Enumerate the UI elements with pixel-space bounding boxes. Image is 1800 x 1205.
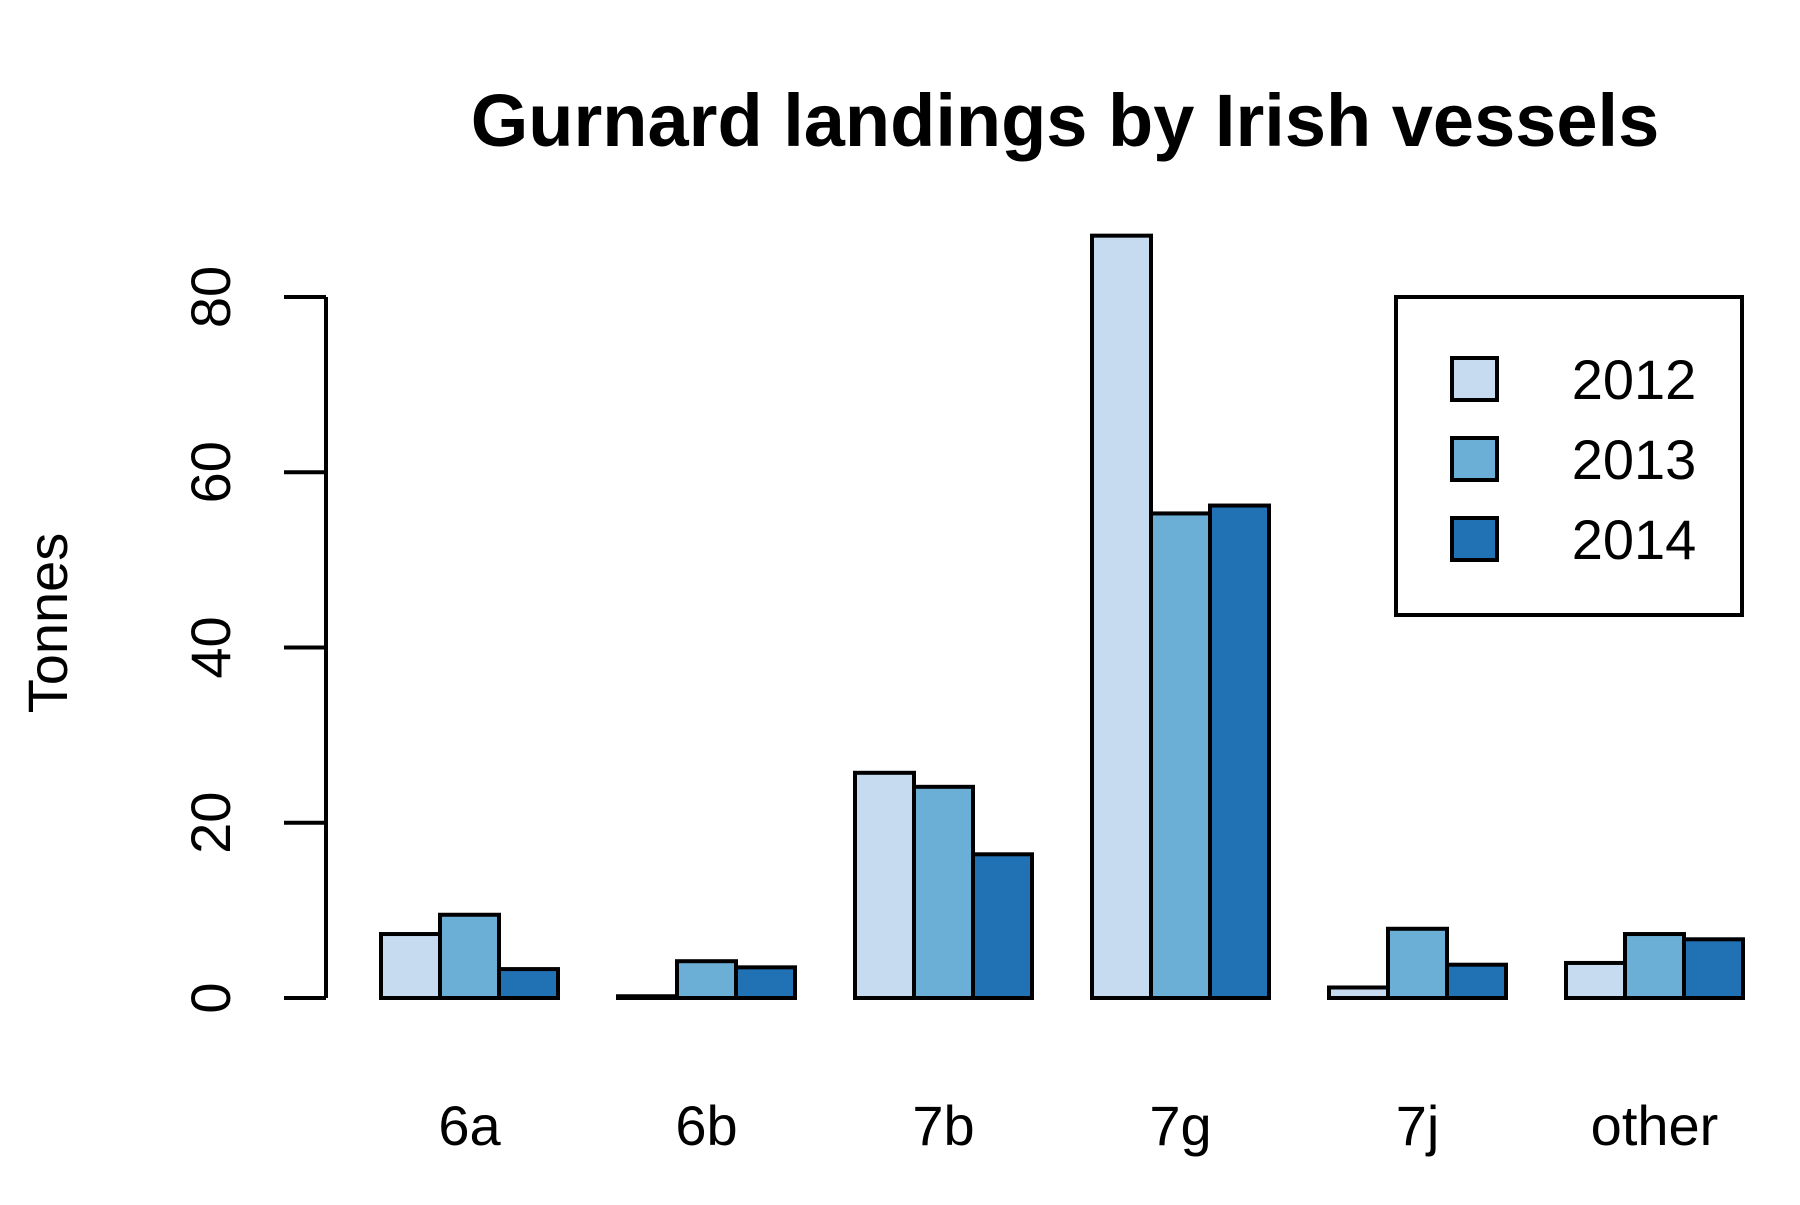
bar-7b-2012 xyxy=(853,770,916,1001)
bar-7j-2012 xyxy=(1327,985,1390,1000)
bar-7b-2014 xyxy=(971,852,1034,1000)
bar-7g-2014 xyxy=(1208,503,1271,1000)
chart-title: Gurnard landings by Irish vessels xyxy=(471,79,1660,162)
bar-7b-2013 xyxy=(912,784,975,1000)
y-tick-label: 0 xyxy=(179,982,242,1013)
x-tick-label: 6b xyxy=(675,1094,737,1157)
legend-label: 2013 xyxy=(1572,428,1697,491)
legend-swatch xyxy=(1450,356,1499,402)
legend-label: 2012 xyxy=(1572,348,1697,411)
x-tick-label: 7g xyxy=(1149,1094,1211,1157)
bar-6b-2013 xyxy=(675,959,738,1001)
bars-group xyxy=(379,233,1745,1001)
x-axis-tick-labels: 6a 6b 7b 7g 7j other xyxy=(438,1094,1718,1157)
legend-label: 2014 xyxy=(1572,508,1697,571)
bar-6b-2014 xyxy=(734,965,797,1000)
x-tick-label: other xyxy=(1591,1094,1719,1157)
y-tick-label: 40 xyxy=(179,616,242,678)
legend-swatch xyxy=(1450,436,1499,482)
bar-7j-2014 xyxy=(1445,962,1508,1001)
legend: 2012 2013 2014 xyxy=(1394,295,1744,617)
bar-6a-2013 xyxy=(438,912,501,1000)
bar-7g-2013 xyxy=(1149,511,1212,1001)
y-tick-label: 80 xyxy=(179,266,242,328)
bar-6a-2014 xyxy=(497,967,560,1000)
y-axis-label: Tonnes xyxy=(16,533,79,714)
bar-other-2013 xyxy=(1623,932,1686,1001)
x-tick-label: 7j xyxy=(1396,1094,1440,1157)
y-tick-label: 20 xyxy=(179,792,242,854)
y-axis: 0 20 40 60 80 xyxy=(179,266,328,1014)
legend-swatch xyxy=(1450,516,1499,562)
bar-other-2014 xyxy=(1682,937,1745,1001)
x-tick-label: 7b xyxy=(912,1094,974,1157)
bar-6b-2012 xyxy=(616,994,679,1000)
bar-6a-2012 xyxy=(379,932,442,1001)
bar-other-2012 xyxy=(1564,960,1627,1001)
x-tick-label: 6a xyxy=(438,1094,501,1157)
bar-7j-2013 xyxy=(1386,926,1449,1000)
y-tick-label: 60 xyxy=(179,441,242,503)
bar-7g-2012 xyxy=(1090,233,1153,1001)
